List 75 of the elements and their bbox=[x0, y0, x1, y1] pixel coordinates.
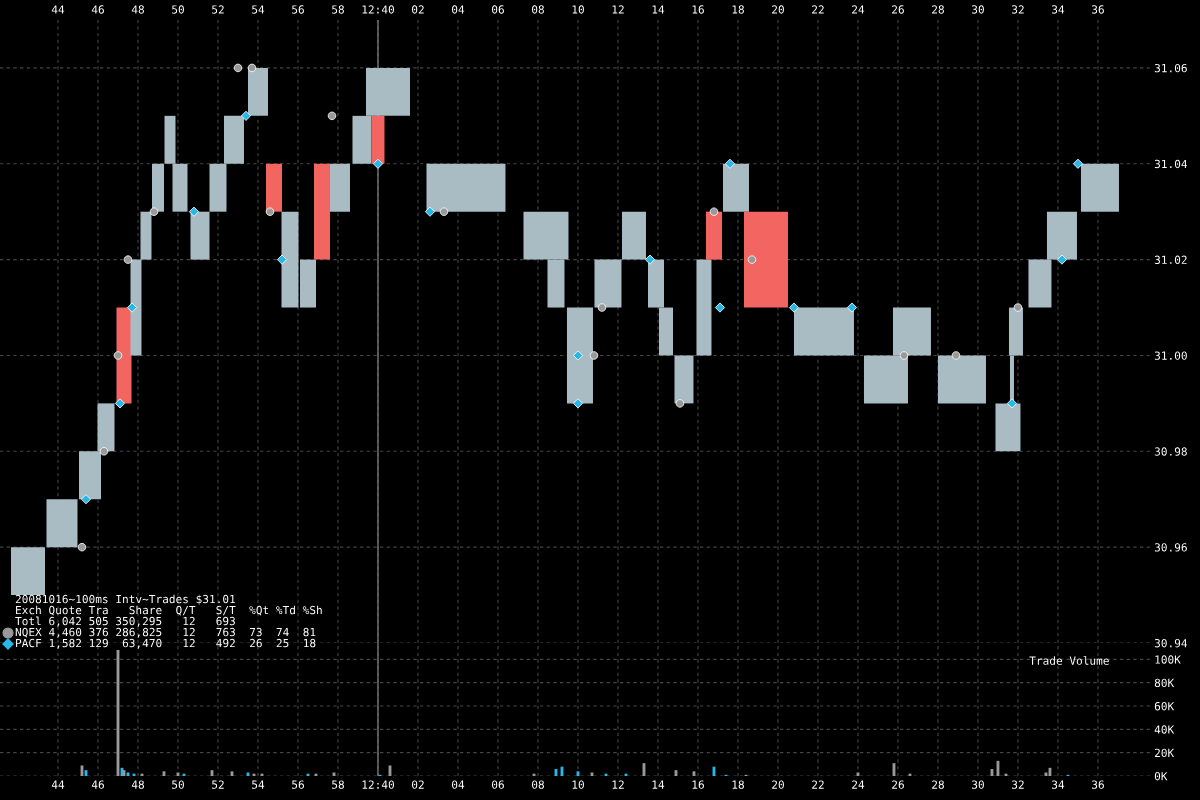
x-tick-label: 26 bbox=[892, 780, 904, 789]
x-tick-label: 30 bbox=[972, 5, 984, 14]
x-tick-label: 54 bbox=[252, 5, 265, 14]
x-tick-label: 12:40 bbox=[362, 780, 394, 789]
x-tick-label: 02 bbox=[412, 780, 424, 789]
y-tick-label: 31.00 bbox=[1154, 351, 1187, 360]
x-tick-label: 46 bbox=[91, 780, 104, 789]
x-tick-label: 12 bbox=[612, 780, 624, 789]
y-tick-label: 31.04 bbox=[1154, 159, 1188, 169]
x-tick-label: 52 bbox=[212, 5, 224, 14]
x-tick-label: 08 bbox=[532, 5, 544, 14]
x-tick-label: 26 bbox=[892, 5, 904, 14]
y-tick-label: 20K bbox=[1154, 748, 1175, 758]
x-tick-label: 32 bbox=[1012, 780, 1024, 789]
y-tick-label: 30.96 bbox=[1154, 543, 1187, 552]
legend-label: PACF bbox=[16, 638, 42, 648]
x-tick-label: 22 bbox=[812, 780, 824, 789]
y-tick-label: 31.06 bbox=[1154, 63, 1187, 73]
y-tick-label: 40K bbox=[1154, 725, 1175, 734]
legend-label: NQEX bbox=[15, 627, 42, 638]
x-tick-label: 18 bbox=[732, 780, 744, 789]
x-tick-label: 36 bbox=[1092, 780, 1104, 789]
x-tick-label: 14 bbox=[652, 5, 665, 14]
x-tick-label: 36 bbox=[1092, 5, 1104, 14]
text: Trade Volume bbox=[1029, 656, 1109, 665]
x-tick-label: 16 bbox=[692, 780, 704, 789]
y-tick-label: 30.98 bbox=[1154, 447, 1187, 456]
x-tick-label: 48 bbox=[131, 5, 144, 14]
x-tick-label: 14 bbox=[652, 780, 665, 789]
x-tick-label: 02 bbox=[412, 5, 424, 14]
x-tick-label: 44 bbox=[51, 780, 65, 789]
x-tick-label: 50 bbox=[172, 780, 184, 789]
x-tick-label: 20 bbox=[772, 5, 784, 14]
x-tick-label: 24 bbox=[852, 780, 865, 789]
x-tick-label: 54 bbox=[252, 780, 265, 789]
x-tick-label: 52 bbox=[212, 780, 224, 789]
x-tick-label: 24 bbox=[852, 5, 865, 14]
x-tick-label: 46 bbox=[91, 5, 104, 14]
x-tick-label: 32 bbox=[1012, 5, 1024, 14]
x-tick-label: 34 bbox=[1052, 5, 1065, 14]
x-tick-label: 12:40 bbox=[362, 5, 394, 14]
annotation: 1,582 129 63,470 12 492 26 25 18 bbox=[49, 638, 316, 649]
x-tick-label: 50 bbox=[172, 5, 184, 14]
y-tick-label: 30.94 bbox=[1154, 639, 1188, 648]
y-tick-label: 60K bbox=[1154, 702, 1175, 711]
x-tick-label: 56 bbox=[292, 5, 304, 14]
x-tick-label: 58 bbox=[332, 5, 344, 14]
annotation: 4,460 376 286,825 12 763 73 74 81 bbox=[49, 627, 316, 638]
y-tick-label: 31.02 bbox=[1154, 255, 1187, 265]
x-tick-label: 08 bbox=[532, 780, 544, 789]
x-tick-label: 48 bbox=[131, 780, 144, 789]
annotation: 20081016~100ms Intv~Trades $31.01 bbox=[15, 594, 235, 605]
x-tick-label: 34 bbox=[1052, 780, 1065, 789]
x-tick-label: 20 bbox=[772, 780, 784, 789]
x-tick-label: 10 bbox=[572, 780, 584, 789]
x-tick-label: 30 bbox=[972, 780, 984, 789]
x-tick-label: 06 bbox=[492, 780, 504, 789]
x-tick-label: 58 bbox=[332, 780, 344, 789]
x-tick-label: 22 bbox=[812, 5, 824, 14]
x-tick-label: 06 bbox=[492, 5, 504, 14]
x-tick-label: 04 bbox=[452, 780, 465, 789]
annotation: Totl 6,042 505 350,295 12 693 bbox=[15, 616, 235, 627]
x-tick-label: 28 bbox=[932, 780, 944, 789]
x-tick-label: 04 bbox=[452, 5, 465, 14]
annotation: Exch Quote Tra Share Q/T S/T %Qt %Td %Sh bbox=[16, 605, 322, 616]
x-tick-label: 44 bbox=[51, 5, 65, 14]
x-tick-label: 28 bbox=[932, 5, 944, 14]
x-tick-label: 18 bbox=[732, 5, 744, 14]
x-tick-label: 16 bbox=[692, 5, 704, 14]
y-tick-label: 100K bbox=[1155, 655, 1181, 664]
y-tick-label: 0K bbox=[1154, 772, 1168, 781]
x-tick-label: 10 bbox=[572, 5, 584, 14]
x-tick-label: 56 bbox=[292, 780, 304, 789]
x-tick-label: 12 bbox=[612, 5, 624, 14]
y-tick-label: 80K bbox=[1154, 678, 1175, 688]
